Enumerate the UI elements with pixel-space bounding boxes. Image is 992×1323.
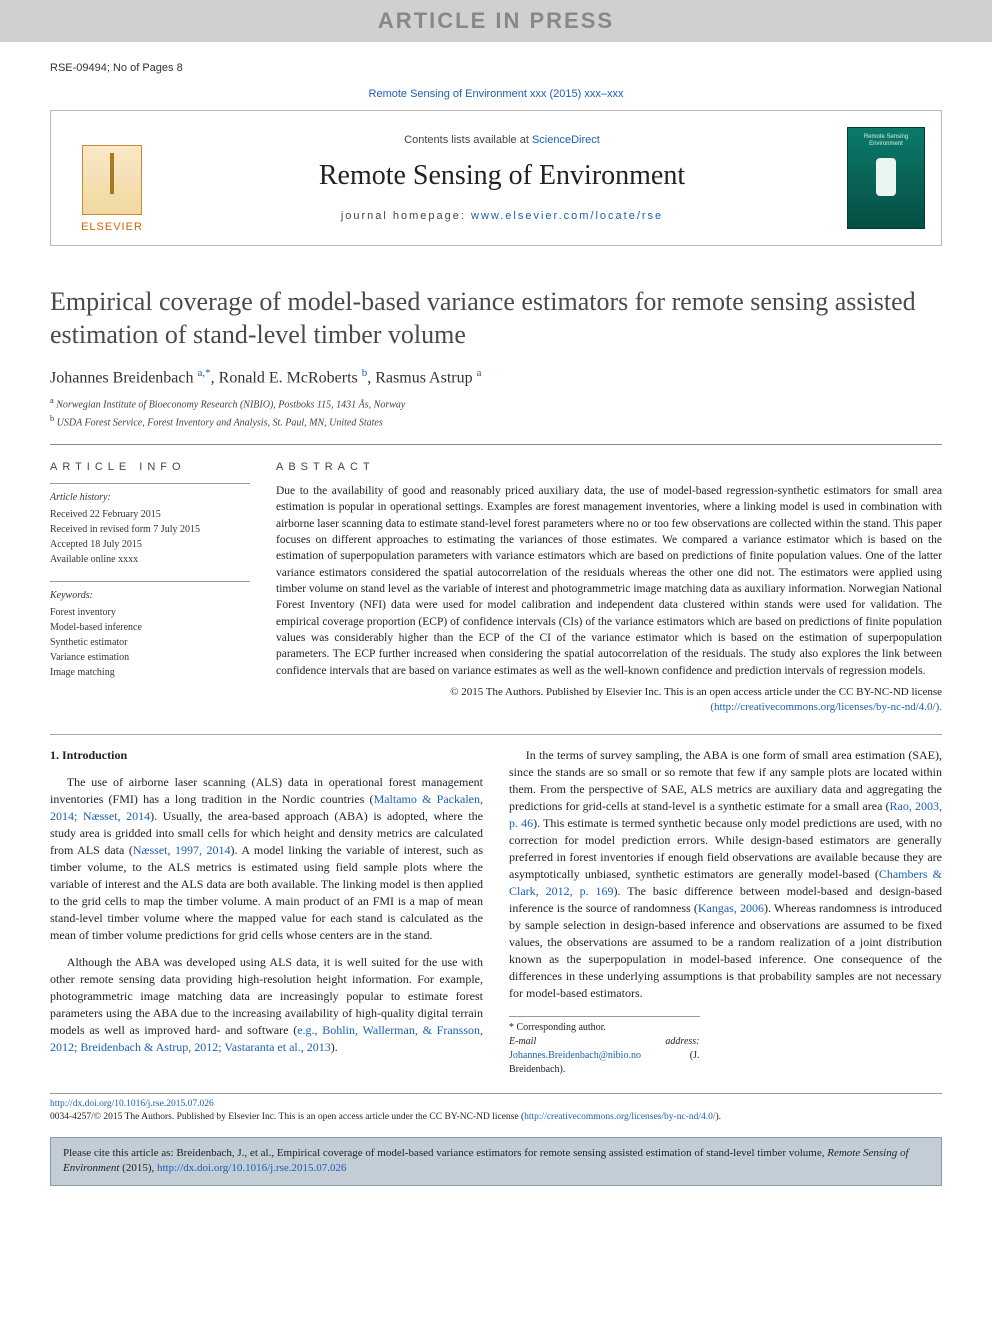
cover-text-2: Environment: [869, 141, 903, 148]
copyright-text: © 2015 The Authors. Published by Elsevie…: [450, 686, 942, 698]
issn-tail: ).: [716, 1112, 722, 1122]
body-paragraph: The use of airborne laser scanning (ALS)…: [50, 774, 483, 944]
email-label: E-mail address:: [509, 1036, 700, 1047]
affiliation-line: b USDA Forest Service, Forest Inventory …: [50, 413, 942, 430]
divider: [50, 444, 942, 445]
journal-homepage-line: journal homepage: www.elsevier.com/locat…: [157, 210, 847, 222]
article-history-block: Article history: Received 22 February 20…: [50, 483, 250, 567]
section-heading-introduction: 1. Introduction: [50, 747, 483, 764]
license-link[interactable]: (http://creativecommons.org/licenses/by-…: [710, 701, 942, 713]
homepage-prefix: journal homepage:: [341, 210, 471, 222]
footer-license-link[interactable]: http://creativecommons.org/licenses/by-n…: [524, 1112, 715, 1122]
journal-homepage-link[interactable]: www.elsevier.com/locate/rse: [471, 210, 663, 222]
body-two-column: 1. Introduction The use of airborne lase…: [50, 747, 942, 1077]
article-info-column: ARTICLE INFO Article history: Received 2…: [50, 461, 250, 716]
keywords-heading: Keywords:: [50, 588, 250, 603]
article-title: Empirical coverage of model-based varian…: [50, 286, 942, 351]
authors-line: Johannes Breidenbach a,*, Ronald E. McRo…: [50, 367, 942, 387]
elsevier-tree-icon: [82, 145, 142, 215]
divider: [50, 734, 942, 735]
affiliations: a Norwegian Institute of Bioeconomy Rese…: [50, 395, 942, 430]
abstract-column: ABSTRACT Due to the availability of good…: [276, 461, 942, 716]
abstract-heading: ABSTRACT: [276, 461, 942, 473]
article-in-press-watermark: ARTICLE IN PRESS: [0, 0, 992, 42]
history-heading: Article history:: [50, 490, 250, 505]
publisher-name: ELSEVIER: [81, 221, 143, 233]
journal-cover-thumbnail: Remote Sensing Environment: [847, 127, 925, 229]
contents-lists-line: Contents lists available at ScienceDirec…: [157, 134, 847, 146]
body-paragraph: Although the ABA was developed using ALS…: [50, 954, 483, 1056]
copyright-line: © 2015 The Authors. Published by Elsevie…: [276, 685, 942, 716]
doi-link[interactable]: http://dx.doi.org/10.1016/j.rse.2015.07.…: [50, 1099, 214, 1109]
sciencedirect-link[interactable]: ScienceDirect: [532, 134, 600, 146]
history-item: Available online xxxx: [50, 552, 250, 567]
corresponding-email-link[interactable]: Johannes.Breidenbach@nibio.no: [509, 1050, 641, 1061]
history-item: Accepted 18 July 2015: [50, 537, 250, 552]
journal-reference-line: Remote Sensing of Environment xxx (2015)…: [50, 88, 942, 100]
history-item: Received in revised form 7 July 2015: [50, 522, 250, 537]
corresponding-star: * Corresponding author.: [509, 1021, 700, 1035]
keyword-item: Synthetic estimator: [50, 635, 250, 650]
cover-icon: [876, 158, 896, 196]
corresponding-author-block: * Corresponding author. E-mail address: …: [509, 1016, 700, 1077]
cite-doi-link[interactable]: http://dx.doi.org/10.1016/j.rse.2015.07.…: [157, 1162, 347, 1174]
cover-text-1: Remote Sensing: [864, 134, 908, 141]
abstract-text: Due to the availability of good and reas…: [276, 483, 942, 679]
article-info-heading: ARTICLE INFO: [50, 461, 250, 473]
journal-header-box: ELSEVIER Contents lists available at Sci…: [50, 110, 942, 246]
footer-block: http://dx.doi.org/10.1016/j.rse.2015.07.…: [50, 1093, 942, 1125]
page-content: RSE-09494; No of Pages 8 Remote Sensing …: [0, 42, 992, 1216]
issn-copyright-line: 0034-4257/© 2015 The Authors. Published …: [50, 1112, 524, 1122]
please-cite-box: Please cite this article as: Breidenbach…: [50, 1137, 942, 1186]
contents-prefix: Contents lists available at: [404, 134, 532, 146]
keyword-item: Image matching: [50, 665, 250, 680]
article-id-line: RSE-09494; No of Pages 8: [50, 62, 942, 74]
keyword-item: Forest inventory: [50, 605, 250, 620]
cite-prefix: Please cite this article as: Breidenbach…: [63, 1147, 827, 1159]
keyword-item: Variance estimation: [50, 650, 250, 665]
affiliation-line: a Norwegian Institute of Bioeconomy Rese…: [50, 395, 942, 412]
cite-year: (2015),: [119, 1162, 157, 1174]
history-item: Received 22 February 2015: [50, 507, 250, 522]
journal-title: Remote Sensing of Environment: [157, 160, 847, 192]
keywords-block: Keywords: Forest inventoryModel-based in…: [50, 581, 250, 680]
body-paragraph: In the terms of survey sampling, the ABA…: [509, 747, 942, 1002]
info-abstract-row: ARTICLE INFO Article history: Received 2…: [50, 461, 942, 716]
header-center: Contents lists available at ScienceDirec…: [157, 134, 847, 222]
publisher-logo: ELSEVIER: [67, 123, 157, 233]
keyword-item: Model-based inference: [50, 620, 250, 635]
